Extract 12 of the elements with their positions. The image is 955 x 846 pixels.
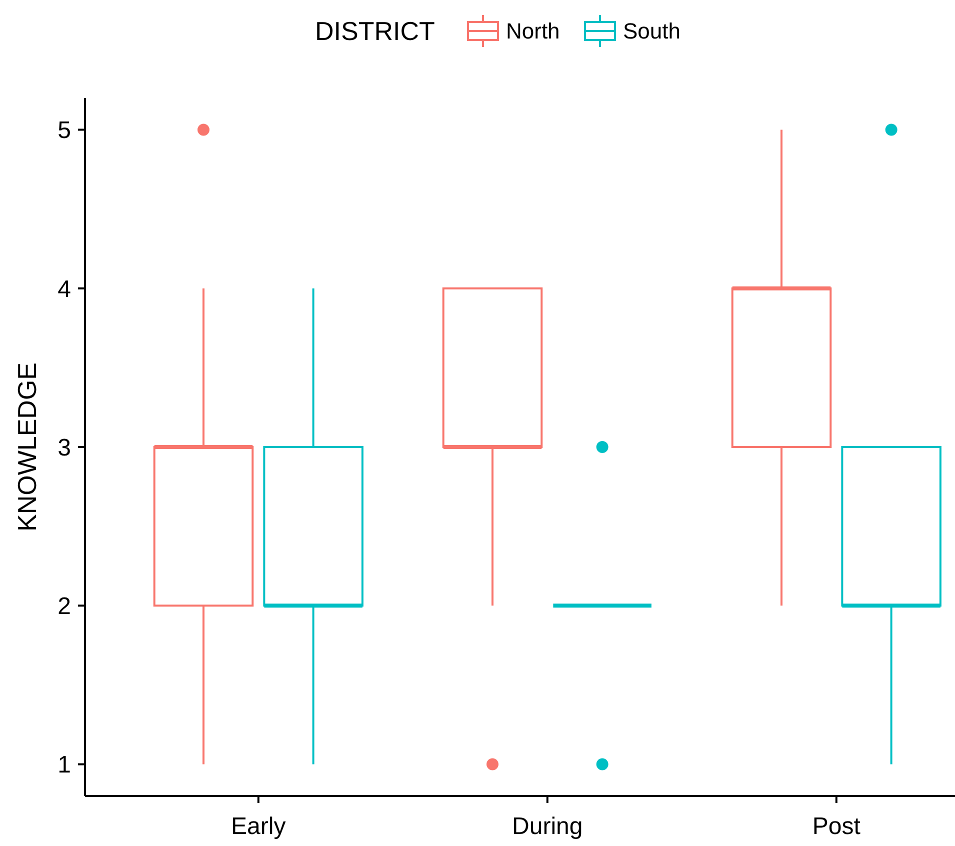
y-tick-label: 3 [58, 434, 71, 462]
y-tick-label: 5 [58, 117, 71, 144]
legend-title: DISTRICT [315, 16, 435, 46]
x-tick-label: Early [231, 813, 286, 840]
y-tick-label: 4 [58, 276, 71, 303]
legend-label: South [623, 18, 680, 44]
y-tick-label: 1 [58, 752, 71, 779]
x-tick-label: Post [812, 813, 861, 840]
x-tick-label: During [512, 813, 583, 840]
y-axis-title: KNOWLEDGE [12, 362, 42, 532]
y-tick-label: 2 [58, 593, 71, 620]
legend-label: North [506, 18, 560, 44]
